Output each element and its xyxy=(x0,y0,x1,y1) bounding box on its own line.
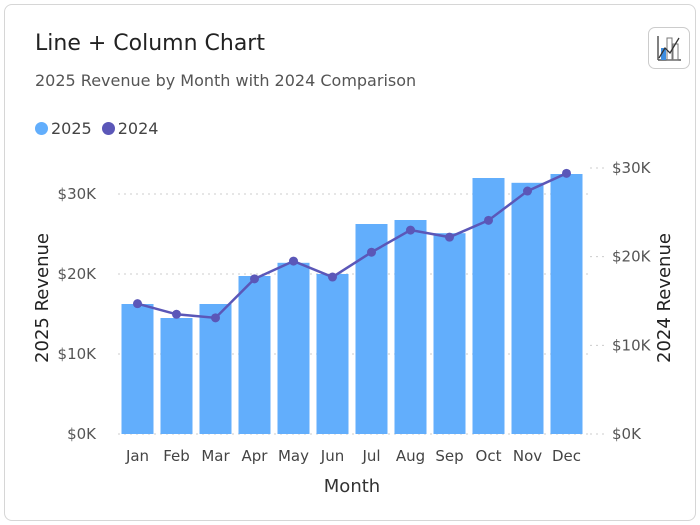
legend-label: 2024 xyxy=(117,119,159,138)
bar-sep xyxy=(433,233,466,434)
point-2024-jan xyxy=(133,299,142,309)
x-tick-label: Jul xyxy=(361,447,380,465)
x-tick-label: May xyxy=(278,447,309,465)
x-tick-label: Sep xyxy=(435,447,463,465)
y2-tick-label: $0K xyxy=(612,425,642,443)
point-2024-jul xyxy=(367,247,376,257)
x-tick-label: Apr xyxy=(242,447,269,465)
bar-apr xyxy=(238,276,271,434)
point-2024-feb xyxy=(172,309,181,319)
point-2024-sep xyxy=(445,232,454,242)
x-tick-label: Jun xyxy=(320,447,344,465)
x-tick-label: Aug xyxy=(396,447,425,465)
legend: 2025 2024 xyxy=(35,119,158,138)
x-tick-label: Oct xyxy=(476,447,502,465)
chart-type-button[interactable] xyxy=(648,27,690,69)
chart-title: Line + Column Chart xyxy=(35,31,265,56)
x-axis-title: Month xyxy=(324,476,380,497)
bar-aug xyxy=(394,220,427,434)
legend-marker-icon xyxy=(101,122,115,135)
point-2024-mar xyxy=(211,313,220,323)
point-2024-oct xyxy=(484,215,493,225)
y-tick-label: $30K xyxy=(58,185,98,203)
legend-item-2024[interactable]: 2024 xyxy=(101,119,159,138)
bar-jun xyxy=(316,274,349,434)
x-tick-label: Feb xyxy=(163,447,190,465)
y2-axis-title: 2024 Revenue xyxy=(654,233,675,363)
bar-may xyxy=(277,262,310,434)
chart-subtitle: 2025 Revenue by Month with 2024 Comparis… xyxy=(35,71,417,90)
y2-tick-label: $10K xyxy=(612,336,652,354)
point-2024-aug xyxy=(406,225,415,235)
y-tick-label: $0K xyxy=(67,425,97,443)
legend-label: 2025 xyxy=(51,119,92,138)
x-tick-label: Mar xyxy=(201,447,230,465)
bar-jan xyxy=(121,304,154,434)
legend-marker-icon xyxy=(35,122,48,135)
point-2024-jun xyxy=(328,272,337,282)
x-tick-label: Nov xyxy=(513,447,542,465)
y2-tick-label: $20K xyxy=(612,248,652,266)
line-2024 xyxy=(137,172,568,320)
x-tick-label: Dec xyxy=(552,447,581,465)
line-column-chart-icon xyxy=(657,36,681,61)
point-2024-may xyxy=(289,256,298,266)
point-2024-apr xyxy=(250,274,259,284)
point-2024-dec xyxy=(562,168,571,178)
y-axis-title: 2025 Revenue xyxy=(32,233,53,363)
y-tick-label: $10K xyxy=(58,345,98,363)
y-tick-label: $20K xyxy=(58,265,98,283)
y2-tick-label: $30K xyxy=(612,159,652,177)
legend-item-2025[interactable]: 2025 xyxy=(35,119,92,138)
x-tick-label: Jan xyxy=(125,447,149,465)
point-2024-nov xyxy=(523,186,532,196)
bar-mar xyxy=(199,304,232,434)
bar-feb xyxy=(160,318,193,434)
bar-nov xyxy=(511,182,544,434)
bar-dec xyxy=(550,174,583,434)
